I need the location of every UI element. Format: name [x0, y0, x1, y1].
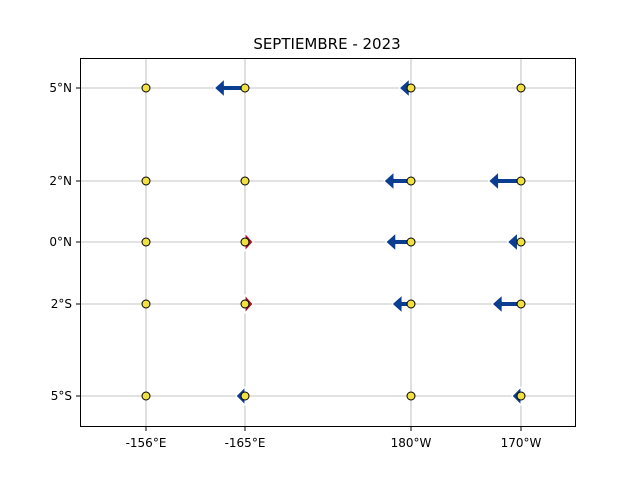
- x-tick-label: -156°E: [126, 436, 167, 450]
- station-marker: [240, 237, 250, 247]
- station-marker: [240, 176, 250, 186]
- station-marker: [240, 83, 250, 93]
- y-tick-label: 5°S: [51, 389, 72, 403]
- y-tick-label: 5°N: [49, 81, 72, 95]
- station-marker: [406, 299, 416, 309]
- station-marker: [406, 176, 416, 186]
- stations: [141, 83, 526, 401]
- station-marker: [240, 299, 250, 309]
- x-tick-label: -165°E: [225, 436, 266, 450]
- westward-current-arrow: [213, 78, 246, 98]
- map-title: SEPTIEMBRE - 2023: [253, 35, 400, 53]
- y-tick-label: 2°N: [49, 174, 72, 188]
- station-marker: [406, 83, 416, 93]
- y-axis: 5°N 2°N 0°N 2°S 5°S: [49, 81, 80, 403]
- station-marker: [141, 299, 151, 309]
- station-marker: [141, 391, 151, 401]
- westward-current-arrow: [488, 171, 522, 191]
- gridlines: [80, 58, 576, 427]
- x-tick-label: 170°W: [501, 436, 542, 450]
- station-marker: [516, 176, 526, 186]
- y-tick-label: 0°N: [49, 235, 72, 249]
- station-marker: [516, 237, 526, 247]
- station-marker: [240, 391, 250, 401]
- station-marker: [516, 299, 526, 309]
- station-marker: [141, 237, 151, 247]
- station-marker: [141, 83, 151, 93]
- current-arrows: [213, 78, 522, 406]
- station-marker: [516, 83, 526, 93]
- y-tick-label: 2°S: [51, 297, 72, 311]
- x-axis: -156°E -165°E 180°W 170°W: [126, 427, 542, 450]
- station-marker: [406, 391, 416, 401]
- station-marker: [141, 176, 151, 186]
- map-frame: [80, 58, 576, 427]
- station-marker: [516, 391, 526, 401]
- x-tick-label: 180°W: [391, 436, 432, 450]
- station-marker: [406, 237, 416, 247]
